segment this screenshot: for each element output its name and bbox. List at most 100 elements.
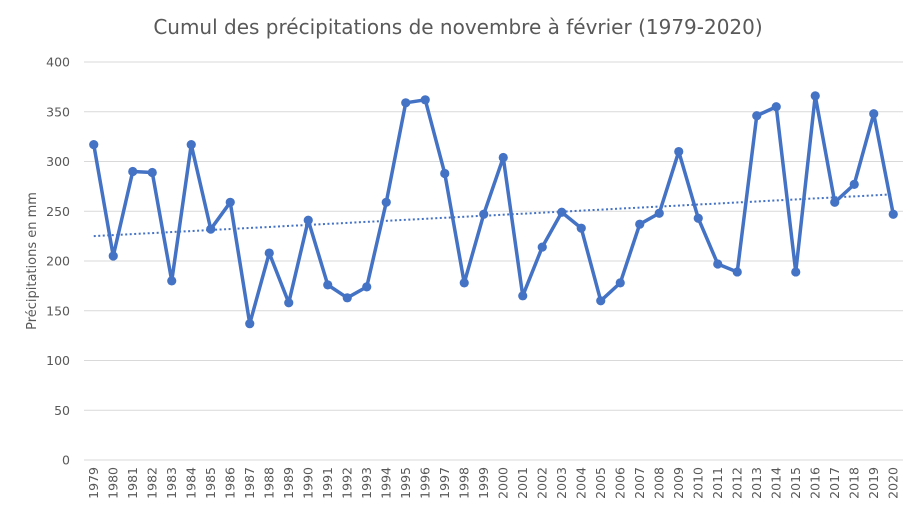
data-points xyxy=(89,91,898,329)
chart-title: Cumul des précipitations de novembre à f… xyxy=(153,15,762,39)
x-tick-label: 2005 xyxy=(593,467,608,499)
y-tick-label: 50 xyxy=(54,403,70,418)
x-tick-label: 2017 xyxy=(827,467,842,499)
x-tick-label: 1989 xyxy=(281,467,296,499)
x-tick-label: 1994 xyxy=(378,467,393,499)
x-tick-label: 1982 xyxy=(144,467,159,499)
x-tick-label: 1986 xyxy=(222,467,237,499)
x-tick-label: 1985 xyxy=(203,467,218,499)
x-tick-label: 1987 xyxy=(242,467,257,499)
y-tick-label: 0 xyxy=(62,453,70,468)
series-line xyxy=(92,94,895,326)
data-point xyxy=(849,179,859,189)
x-tick-label: 1991 xyxy=(320,467,335,499)
x-tick-label: 1988 xyxy=(261,467,276,499)
data-point xyxy=(498,152,508,163)
data-point xyxy=(537,242,547,252)
y-tick-labels: 0 50 100 150 200 250 300 350 400 xyxy=(46,55,70,468)
series-group xyxy=(92,94,895,326)
x-tick-labels: 1979 1980 1981 1982 1983 1984 1985 1986 1987 1988… xyxy=(86,467,901,499)
data-point xyxy=(264,248,274,258)
x-tick-label: 1995 xyxy=(398,467,413,499)
x-tick-label: 1996 xyxy=(417,467,432,499)
data-point xyxy=(635,219,645,229)
x-tick-label: 2010 xyxy=(690,467,705,499)
x-tick-label: 1979 xyxy=(86,467,101,499)
data-point xyxy=(303,215,313,225)
x-tick-label: 2000 xyxy=(495,467,510,499)
data-point xyxy=(420,95,430,105)
y-tick-label: 200 xyxy=(46,254,70,269)
x-tick-label: 2001 xyxy=(515,467,530,499)
trendline xyxy=(93,193,894,238)
x-tick-label: 1993 xyxy=(359,467,374,499)
data-point xyxy=(479,209,489,219)
data-point xyxy=(186,139,196,150)
data-point xyxy=(615,278,625,288)
data-point xyxy=(654,208,664,218)
data-point xyxy=(89,139,99,150)
gridlines xyxy=(84,61,903,461)
data-point xyxy=(401,98,411,108)
data-point xyxy=(596,296,606,306)
data-point xyxy=(128,166,138,177)
x-tick-label: 1981 xyxy=(125,467,140,499)
data-point xyxy=(557,207,567,217)
x-tick-label: 1980 xyxy=(105,467,120,499)
x-tick-label: 1999 xyxy=(476,467,491,499)
y-tick-label: 300 xyxy=(46,154,70,169)
x-tick-label: 2013 xyxy=(749,467,764,499)
x-tick-label: 2019 xyxy=(866,467,881,499)
x-tick-label: 1997 xyxy=(437,467,452,499)
x-tick-label: 2002 xyxy=(534,467,549,499)
x-tick-label: 1990 xyxy=(300,467,315,499)
data-point xyxy=(771,102,781,112)
data-point xyxy=(674,146,684,157)
data-point xyxy=(225,197,235,207)
x-tick-label: 1983 xyxy=(164,467,179,499)
x-tick-label: 2012 xyxy=(729,467,744,499)
data-point xyxy=(459,278,469,288)
x-tick-label: 2003 xyxy=(554,467,569,499)
x-tick-label: 2014 xyxy=(768,467,783,499)
data-point xyxy=(381,197,391,207)
data-point xyxy=(342,293,352,303)
x-tick-label: 2011 xyxy=(710,467,725,499)
data-point xyxy=(576,223,586,233)
x-tick-label: 2006 xyxy=(612,467,627,499)
x-tick-label: 2008 xyxy=(651,467,666,499)
data-point xyxy=(167,276,177,286)
x-tick-label: 2015 xyxy=(788,467,803,499)
y-tick-label: 400 xyxy=(46,55,70,70)
x-tick-label: 2016 xyxy=(807,467,822,499)
data-point xyxy=(732,267,742,277)
data-point xyxy=(440,168,450,179)
y-tick-label: 100 xyxy=(46,353,70,368)
x-tick-label: 2018 xyxy=(846,467,861,499)
data-point xyxy=(206,224,216,234)
data-point xyxy=(888,209,898,219)
data-point xyxy=(518,291,528,301)
x-tick-label: 1998 xyxy=(456,467,471,499)
x-tick-label: 2007 xyxy=(632,467,647,499)
trendline-group xyxy=(93,193,894,238)
x-tick-label: 1992 xyxy=(339,467,354,499)
x-tick-label: 2020 xyxy=(885,467,900,499)
x-tick-label: 2009 xyxy=(671,467,686,499)
data-point xyxy=(713,259,723,269)
data-point xyxy=(108,251,118,261)
x-tick-label: 1984 xyxy=(183,467,198,499)
x-tick-label: 2004 xyxy=(573,467,588,499)
y-tick-label: 250 xyxy=(46,204,70,219)
y-axis-label: Précipitations en mm xyxy=(25,192,40,330)
data-point xyxy=(869,109,879,119)
data-point xyxy=(830,197,840,207)
data-point xyxy=(810,91,820,101)
y-tick-label: 150 xyxy=(46,303,70,318)
data-point xyxy=(245,319,255,329)
data-point xyxy=(323,280,333,290)
data-point xyxy=(284,298,294,308)
data-point xyxy=(362,282,372,292)
